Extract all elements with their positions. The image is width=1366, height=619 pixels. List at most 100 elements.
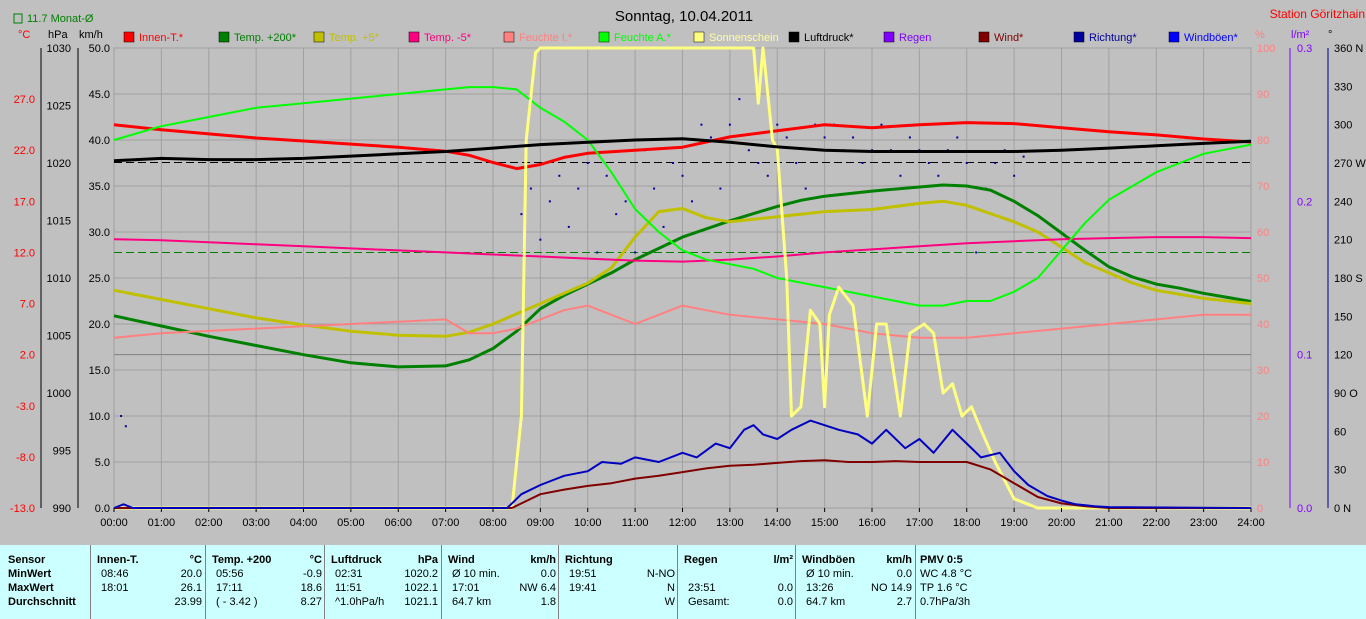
stat-boeen-value: 13:26 [806,582,834,594]
y-tick-label-humidity-pct: 10 [1257,457,1269,469]
stat-temp200-unit: °C [309,554,322,566]
direction-point [653,187,656,190]
y-tick-label-rain-lm2: 0.3 [1297,43,1312,55]
y-tick-label-direction: 210 [1334,235,1352,247]
y-tick-label-direction: 300 [1334,120,1352,132]
stat-luftdruck-value: 02:31 [335,568,363,580]
series-windb-en [113,419,1252,509]
legend-swatch-temp-5 [313,31,325,43]
stat-luftdruck-value: 1022.1 [404,582,438,594]
y-tick-label-temp-c: 22.0 [14,145,35,157]
series-luftdruck [113,137,1252,163]
y-tick-label-wind-kmh: 10.0 [89,411,110,423]
stat-wind-value: 64.7 km [452,596,492,608]
x-tick-label: 07:00 [432,517,460,529]
statistics-panel: Sensor MinWert MaxWert Durchschnitt Innen-T.… [0,545,1366,619]
stat-regen-title: Regen [684,554,718,566]
y-tick-label-temp-c: -13.0 [10,503,35,515]
direction-point [662,225,665,228]
stat-regen-unit: l/m² [773,554,793,566]
chart-title: Sonntag, 10.04.2011 [615,8,753,25]
direction-point [728,123,731,126]
y-tick-label-pressure-hpa: 1010 [47,273,71,285]
x-tick-label: 10:00 [574,517,602,529]
x-tick-label: 11:00 [622,517,649,529]
y-tick-label-humidity-pct: 50 [1257,273,1269,285]
x-tick-label: 22:00 [1142,517,1170,529]
y-tick-label-humidity-pct: 70 [1257,181,1269,193]
x-tick-label: 06:00 [384,517,412,529]
direction-point [927,162,930,164]
stat-boeen-value: 2.7 [896,596,912,608]
legend-swatch-luftdruck [788,31,800,43]
y-tick-label-humidity-pct: 0 [1257,503,1263,515]
stat-sensor-title: Sensor [8,554,46,566]
stat-richtung-value: 19:41 [569,582,597,594]
y-tick-label-wind-kmh: 5.0 [95,457,110,469]
stat-luftdruck-value: 11:51 [335,582,362,594]
direction-point [1022,155,1025,158]
direction-point [624,200,627,203]
legend-label-temp-5: Temp. -5* [424,32,472,44]
series-sonnenschein [114,46,1251,510]
direction-point [795,162,798,164]
direction-point [1013,174,1016,177]
direction-point [520,213,523,216]
y-tick-label-direction: 330 [1334,81,1352,93]
stat-boeen-value: NO 14.9 [871,582,912,594]
stat-regen-value: 0.0 [777,582,793,594]
y-tick-label-humidity-pct: 20 [1257,411,1269,423]
direction-point [776,123,779,126]
legend-swatch-temp-200 [218,31,230,43]
legend-label-windb-en: Windböen* [1184,32,1239,44]
y-tick-label-pressure-hpa: 1005 [47,331,71,343]
legend-swatch-feuchte-i [503,31,515,43]
direction-point [605,174,608,177]
stat-wind-value: NW 6.4 [519,582,556,594]
x-tick-label: 16:00 [858,517,886,529]
stat-temp200-value: ( - 3.42 ) [216,596,258,608]
direction-point [975,251,978,254]
direction-point [956,136,959,139]
stat-separator [441,545,442,619]
stat-pmv-value: WC 4.8 °C [920,568,973,580]
direction-point [709,136,712,139]
stat-luftdruck-title: Luftdruck [331,554,382,566]
y-tick-label-pressure-hpa: 1000 [47,388,71,400]
y-tick-label-temp-c: 2.0 [20,350,35,362]
direction-point [823,136,826,139]
stat-innen-value: 08:46 [101,568,129,580]
series-wind [114,459,1251,509]
stat-boeen-unit: km/h [886,554,912,566]
legend-label-luftdruck: Luftdruck* [804,32,854,44]
direction-point [529,187,532,190]
legend-label-feuchte-a: Feuchte A.* [614,32,672,44]
stat-temp200-title: Temp. +200 [212,554,272,566]
legend-label-temp-5: Temp. +5* [329,32,380,44]
y-tick-label-direction: 120 [1334,350,1352,362]
legend: Innen-T.* Temp. +200* Temp. +5* Temp. -5* Fe… [123,31,1239,44]
stat-innen-value: 20.0 [180,568,202,580]
stat-innen-value: 18:01 [101,582,129,594]
direction-point [861,162,864,164]
x-tick-label: 15:00 [811,517,839,529]
y-tick-label-direction: 180 S [1334,273,1363,285]
direction-point [899,174,902,177]
series-temp-5 [113,199,1252,338]
y-tick-label-wind-kmh: 0.0 [95,503,110,515]
stat-luftdruck-unit: hPa [417,554,438,566]
direction-point [558,174,561,177]
direction-point [937,174,940,177]
y-tick-label-direction: 270 W [1334,158,1366,170]
direction-point [548,200,551,203]
y-tick-label-direction: 90 O [1334,388,1358,400]
y-tick-label-pressure-hpa: 990 [53,503,71,515]
stat-boeen-value: Ø 10 min. [806,568,854,580]
month-avg-label: 11.7 Monat-Ø [27,13,94,25]
stat-innen-value: 23.99 [174,596,202,608]
direction-point [994,162,997,164]
x-tick-label: 03:00 [242,517,270,529]
series-lines [113,46,1252,510]
x-tick-label: 13:00 [716,517,744,529]
y-tick-label-wind-kmh: 35.0 [89,181,110,193]
